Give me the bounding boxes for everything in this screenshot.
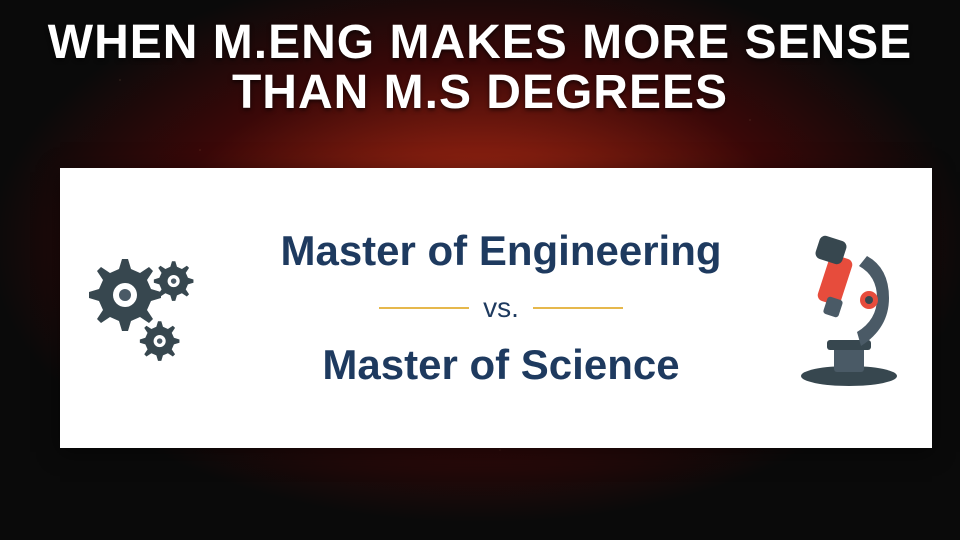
vs-text: vs. xyxy=(483,292,519,324)
card-center-text: Master of Engineering vs. Master of Scie… xyxy=(220,228,782,388)
comparison-card: Master of Engineering vs. Master of Scie… xyxy=(60,168,932,448)
headline-text: WHEN M.ENG MAKES MORE SENSE THAN M.S DEG… xyxy=(0,0,960,119)
card-left-icon-slot xyxy=(60,238,220,378)
vs-line-left xyxy=(379,307,469,309)
gears-icon xyxy=(80,238,220,378)
vs-line-right xyxy=(533,307,623,309)
microscope-icon xyxy=(789,228,909,388)
card-right-icon-slot xyxy=(782,228,932,388)
top-degree-title: Master of Engineering xyxy=(230,228,772,274)
vs-row: vs. xyxy=(230,292,772,324)
bottom-degree-title: Master of Science xyxy=(230,342,772,388)
